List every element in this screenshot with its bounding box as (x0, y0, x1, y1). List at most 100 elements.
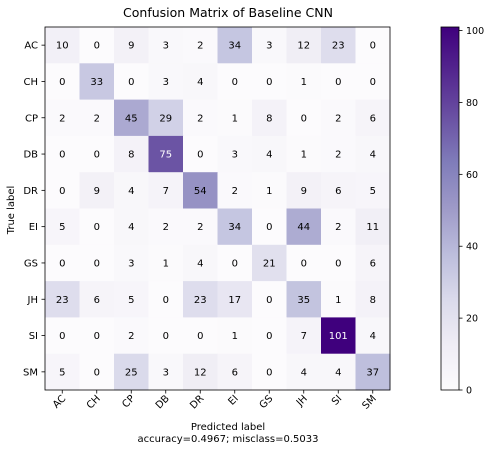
cell-value-label: 0 (94, 331, 100, 342)
cell-value-label: 0 (163, 295, 169, 306)
cell-value-label: 2 (128, 331, 134, 342)
x-tick-label: DB (154, 393, 172, 411)
x-tick-label: SM (360, 393, 378, 411)
cell-value-label: 6 (370, 258, 376, 269)
cell-value-label: 9 (94, 186, 100, 197)
cell-value-label: 0 (128, 77, 134, 88)
cell-value-label: 3 (163, 367, 169, 378)
y-tick-label: AC (24, 41, 38, 52)
x-axis-sublabel: accuracy=0.4967; misclass=0.5033 (138, 434, 319, 445)
cell-value-label: 6 (232, 367, 238, 378)
cell-value-label: 34 (228, 41, 241, 52)
cell-value-label: 4 (335, 367, 341, 378)
cell-value-label: 9 (301, 186, 307, 197)
cell-value-label: 0 (94, 258, 100, 269)
x-axis-label: Predicted label (191, 422, 265, 433)
cell-value-label: 45 (125, 113, 138, 124)
cell-value-label: 75 (159, 150, 172, 161)
y-tick-labels: ACCHCPDBDREIGSJHSISM (23, 41, 45, 379)
cell-value-label: 33 (90, 77, 103, 88)
chart-title: Confusion Matrix of Baseline CNN (123, 5, 333, 20)
cell-value-label: 1 (266, 186, 272, 197)
cell-value-label: 2 (197, 113, 203, 124)
colorbar-tick-label: 20 (466, 314, 478, 325)
cell-value-label: 2 (197, 41, 203, 52)
cell-value-label: 4 (128, 186, 134, 197)
colorbar-tick-label: 100 (466, 26, 484, 37)
cell-value-label: 54 (194, 186, 207, 197)
cell-value-label: 4 (370, 331, 376, 342)
cell-value-label: 29 (159, 113, 172, 124)
y-tick-label: SM (23, 367, 38, 378)
cell-value-label: 0 (266, 222, 272, 233)
cell-value-label: 0 (301, 258, 307, 269)
cell-value-label: 2 (335, 222, 341, 233)
cell-value-label: 0 (94, 367, 100, 378)
cell-value-label: 6 (335, 186, 341, 197)
cell-value-label: 2 (232, 186, 238, 197)
cell-value-label: 0 (370, 77, 376, 88)
y-tick-label: JH (27, 295, 38, 306)
cell-value-label: 8 (128, 150, 134, 161)
cell-value-label: 21 (263, 258, 276, 269)
x-tick-label: JH (294, 393, 310, 409)
cell-value-label: 1 (232, 331, 238, 342)
x-tick-label: CH (85, 393, 103, 411)
cell-value-label: 0 (266, 77, 272, 88)
cell-value-label: 0 (94, 41, 100, 52)
cell-value-label: 10 (56, 41, 69, 52)
x-tick-label: AC (51, 393, 68, 410)
cell-value-label: 0 (59, 258, 65, 269)
colorbar-tick-label: 0 (466, 386, 472, 397)
cell-value-label: 23 (332, 41, 345, 52)
cell-value-label: 2 (59, 113, 65, 124)
cell-value-label: 34 (228, 222, 241, 233)
cell-value-label: 4 (128, 222, 134, 233)
cell-value-label: 6 (370, 113, 376, 124)
cell-value-label: 4 (197, 77, 203, 88)
cell-value-label: 1 (232, 113, 238, 124)
cell-value-label: 2 (163, 222, 169, 233)
cell-value-label: 1 (301, 150, 307, 161)
cell-value-label: 0 (197, 150, 203, 161)
cell-value-label: 37 (366, 367, 379, 378)
cell-value-label: 0 (163, 331, 169, 342)
y-tick-label: GS (24, 258, 38, 269)
cell-value-label: 3 (163, 77, 169, 88)
cell-value-label: 0 (370, 41, 376, 52)
cell-value-label: 0 (94, 150, 100, 161)
cell-value-label: 5 (59, 222, 65, 233)
y-axis-label: True label (6, 186, 17, 236)
cell-value-label: 11 (366, 222, 379, 233)
cell-value-label: 5 (128, 295, 134, 306)
cell-value-label: 3 (128, 258, 134, 269)
cell-value-label: 3 (163, 41, 169, 52)
cell-value-label: 8 (266, 113, 272, 124)
cell-value-label: 25 (125, 367, 138, 378)
colorbar-tick-label: 40 (466, 242, 478, 253)
cell-value-label: 0 (335, 77, 341, 88)
colorbar (441, 27, 459, 390)
cell-value-label: 6 (94, 295, 100, 306)
x-tick-label: CP (120, 393, 137, 410)
cell-value-label: 5 (370, 186, 376, 197)
cell-value-label: 2 (335, 150, 341, 161)
cell-value-label: 0 (94, 222, 100, 233)
cell-value-label: 1 (335, 295, 341, 306)
cell-value-label: 0 (59, 186, 65, 197)
cell-value-label: 0 (232, 77, 238, 88)
cell-value-label: 0 (335, 258, 341, 269)
cell-value-label: 7 (301, 331, 307, 342)
y-tick-label: EI (29, 222, 38, 233)
y-tick-label: DB (23, 150, 38, 161)
cell-value-label: 0 (266, 295, 272, 306)
cell-value-label: 0 (266, 367, 272, 378)
cell-value-label: 23 (56, 295, 69, 306)
cell-value-label: 35 (297, 295, 310, 306)
x-tick-label: GS (258, 393, 276, 411)
cell-value-label: 5 (59, 367, 65, 378)
x-tick-label: EI (227, 393, 241, 407)
cell-value-label: 44 (297, 222, 310, 233)
cell-value-label: 1 (301, 77, 307, 88)
